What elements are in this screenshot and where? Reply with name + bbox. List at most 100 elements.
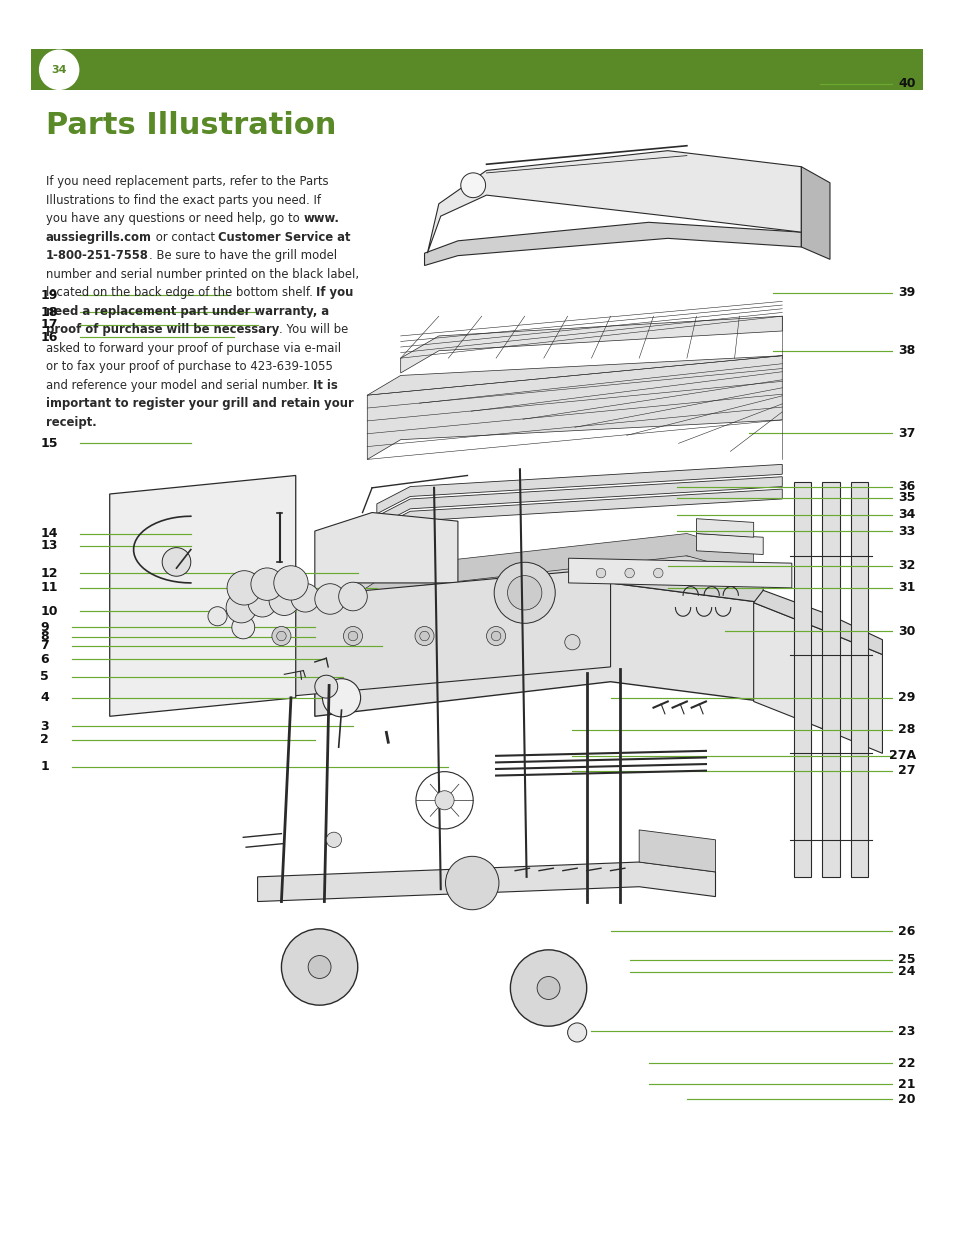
Text: 27: 27 (898, 764, 915, 777)
Text: 22: 22 (898, 1057, 915, 1070)
Polygon shape (821, 482, 839, 877)
Circle shape (596, 568, 605, 578)
Text: 1: 1 (40, 761, 49, 773)
Text: you have any questions or need help, go to: you have any questions or need help, go … (46, 212, 303, 225)
Circle shape (269, 585, 299, 615)
Polygon shape (801, 167, 829, 259)
Circle shape (491, 631, 500, 641)
Text: 21: 21 (898, 1078, 915, 1091)
Circle shape (39, 51, 79, 89)
Circle shape (624, 568, 634, 578)
Circle shape (232, 616, 254, 638)
Text: 10: 10 (40, 605, 57, 618)
Text: 40: 40 (898, 78, 915, 90)
Text: 2: 2 (40, 734, 49, 746)
Text: 9: 9 (40, 621, 49, 634)
Circle shape (348, 631, 357, 641)
Circle shape (162, 547, 191, 577)
Text: proof of purchase will be necessary: proof of purchase will be necessary (46, 324, 279, 336)
Circle shape (276, 631, 286, 641)
Text: 18: 18 (40, 306, 57, 319)
Text: 24: 24 (898, 966, 915, 978)
Circle shape (507, 576, 541, 610)
Text: 19: 19 (40, 289, 57, 301)
Text: 13: 13 (40, 540, 57, 552)
Text: 38: 38 (898, 345, 915, 357)
Circle shape (208, 606, 227, 626)
Text: . You will be: . You will be (279, 324, 348, 336)
Circle shape (226, 593, 256, 622)
Polygon shape (257, 862, 715, 902)
Text: 28: 28 (898, 724, 915, 736)
Text: Parts Illustration: Parts Illustration (46, 111, 335, 140)
Circle shape (227, 571, 261, 605)
Text: If you: If you (316, 287, 354, 299)
Text: Customer Service at: Customer Service at (218, 231, 351, 243)
Polygon shape (762, 603, 821, 729)
Text: 15: 15 (40, 437, 57, 450)
Text: 5: 5 (40, 671, 49, 683)
Circle shape (291, 583, 319, 613)
Text: 12: 12 (40, 567, 57, 579)
Polygon shape (110, 475, 295, 716)
Text: 7: 7 (40, 640, 49, 652)
Circle shape (248, 588, 276, 618)
Circle shape (314, 676, 337, 698)
Circle shape (564, 635, 579, 650)
Circle shape (419, 631, 429, 641)
Text: 17: 17 (40, 319, 57, 331)
Text: 1-800-251-7558: 1-800-251-7558 (46, 249, 149, 262)
Polygon shape (696, 519, 753, 537)
Circle shape (494, 562, 555, 624)
Text: aussiegrills.com: aussiegrills.com (46, 231, 152, 243)
Polygon shape (696, 534, 762, 555)
Circle shape (343, 626, 362, 646)
Text: and reference your model and serial number.: and reference your model and serial numb… (46, 379, 314, 391)
Text: 25: 25 (898, 953, 915, 966)
Text: located on the back edge of the bottom shelf.: located on the back edge of the bottom s… (46, 287, 316, 299)
Text: or to fax your proof of purchase to 423-639-1055: or to fax your proof of purchase to 423-… (46, 361, 333, 373)
Circle shape (308, 956, 331, 978)
Text: 23: 23 (898, 1025, 915, 1037)
Polygon shape (367, 356, 781, 459)
Text: 14: 14 (40, 527, 57, 540)
Text: 37: 37 (898, 427, 915, 440)
Text: 3: 3 (40, 720, 49, 732)
Text: Illustrations to find the exact parts you need. If: Illustrations to find the exact parts yo… (46, 194, 320, 207)
Polygon shape (424, 222, 801, 266)
Text: important to register your grill and retain your: important to register your grill and ret… (46, 398, 354, 410)
Circle shape (567, 1023, 586, 1042)
Text: 34: 34 (898, 509, 915, 521)
Polygon shape (205, 568, 610, 704)
Circle shape (314, 584, 345, 614)
Polygon shape (314, 513, 457, 618)
Text: If you need replacement parts, refer to the Parts: If you need replacement parts, refer to … (46, 175, 328, 189)
Circle shape (274, 566, 308, 600)
Text: 34: 34 (51, 64, 67, 75)
Circle shape (510, 950, 586, 1026)
Text: 29: 29 (898, 692, 915, 704)
Text: www.: www. (303, 212, 339, 225)
Polygon shape (753, 590, 882, 655)
Circle shape (537, 977, 559, 999)
Circle shape (415, 626, 434, 646)
Text: need a replacement part under warranty, a: need a replacement part under warranty, … (46, 305, 329, 317)
Circle shape (338, 582, 367, 611)
Polygon shape (753, 603, 882, 753)
Text: . Be sure to have the grill model: . Be sure to have the grill model (149, 249, 336, 262)
Text: 35: 35 (898, 492, 915, 504)
Text: 6: 6 (40, 653, 49, 666)
Text: 16: 16 (40, 331, 57, 343)
Text: receipt.: receipt. (46, 416, 96, 429)
Text: 8: 8 (40, 630, 49, 643)
Polygon shape (427, 151, 801, 253)
Text: 36: 36 (898, 480, 915, 493)
Polygon shape (314, 583, 762, 716)
Polygon shape (314, 550, 762, 618)
Circle shape (281, 929, 357, 1005)
Text: 33: 33 (898, 525, 915, 537)
Polygon shape (793, 482, 810, 877)
Text: asked to forward your proof of purchase via e-mail: asked to forward your proof of purchase … (46, 342, 340, 354)
Circle shape (486, 626, 505, 646)
Text: 4: 4 (40, 692, 49, 704)
